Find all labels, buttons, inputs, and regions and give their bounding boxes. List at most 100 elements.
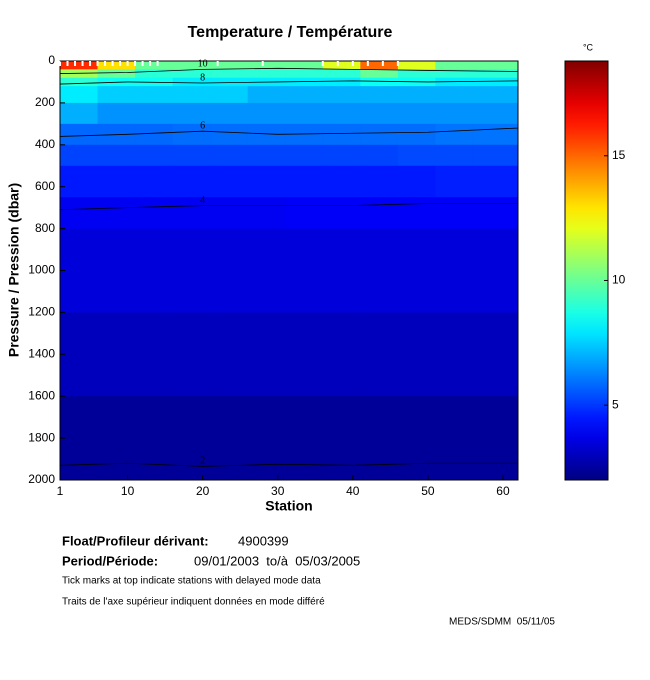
heat-cell <box>60 86 99 104</box>
heat-cell <box>397 144 436 167</box>
heat-cell <box>285 61 324 70</box>
heat-cell <box>60 69 99 79</box>
heat-cell <box>172 312 211 397</box>
heat-cell <box>322 77 361 87</box>
heat-cell <box>172 165 211 198</box>
heat-cell <box>210 69 249 79</box>
heat-cell <box>135 144 174 167</box>
heat-cell <box>210 102 249 125</box>
heat-cell <box>60 123 99 146</box>
heat-cell <box>360 123 399 146</box>
heat-cell <box>285 123 324 146</box>
heat-cell <box>172 61 211 70</box>
heat-cell <box>285 86 324 104</box>
heat-cell <box>247 69 286 79</box>
contour-label: 6 <box>200 120 205 131</box>
heat-cell <box>472 86 519 104</box>
heat-cell <box>285 312 324 397</box>
heat-cell <box>60 396 99 481</box>
heat-cell <box>472 197 519 230</box>
heat-cell <box>285 102 324 125</box>
heat-cell <box>210 77 249 87</box>
y-tick-label: 1000 <box>28 263 55 277</box>
contour-line <box>59 203 518 211</box>
heat-cell <box>472 312 519 397</box>
heat-cell <box>322 69 361 79</box>
heat-cell <box>97 165 136 198</box>
heat-cell <box>435 102 474 125</box>
heat-cell <box>247 123 286 146</box>
heat-cell <box>322 123 361 146</box>
heat-cell <box>135 312 174 397</box>
heat-cell <box>60 165 99 198</box>
heat-cell <box>397 77 436 87</box>
float-id: 4900399 <box>238 533 289 548</box>
heat-cell <box>435 61 474 70</box>
heat-cell <box>210 312 249 397</box>
heat-cell <box>435 123 474 146</box>
heat-cell <box>472 228 519 313</box>
heat-cell <box>210 165 249 198</box>
heat-cell <box>135 197 174 230</box>
heat-cell <box>435 396 474 481</box>
contour-label: 4 <box>200 195 205 206</box>
heat-cell <box>397 61 436 70</box>
heat-cell <box>60 144 99 167</box>
y-tick-label: 1200 <box>28 305 55 319</box>
heat-cell <box>172 86 211 104</box>
float-label: Float/Profileur dérivant: <box>62 533 209 548</box>
heat-cell <box>210 123 249 146</box>
y-tick-label: 200 <box>35 95 55 109</box>
y-tick-label: 0 <box>48 53 55 67</box>
chart-title: Temperature / Température <box>188 24 393 41</box>
heat-cell <box>285 396 324 481</box>
heat-cell <box>472 61 519 70</box>
note: Traits de l'axe supérieur indiquent donn… <box>62 597 325 608</box>
heat-cell <box>360 86 399 104</box>
contour-label: 10 <box>198 59 208 70</box>
heat-cell <box>360 312 399 397</box>
x-tick-label: 60 <box>496 484 510 498</box>
x-tick-label: 30 <box>271 484 285 498</box>
heat-cell <box>97 144 136 167</box>
colorbar <box>564 60 609 481</box>
contour-label: 2 <box>200 456 205 467</box>
heat-cell <box>247 102 286 125</box>
heat-cell <box>97 228 136 313</box>
period-label: Period/Période: <box>62 553 158 568</box>
heat-cell <box>435 77 474 87</box>
heat-cell <box>97 69 136 79</box>
colorbar-label: °C <box>583 42 594 52</box>
heat-cell <box>60 77 99 87</box>
heat-cell <box>97 396 136 481</box>
heat-cell <box>472 77 519 87</box>
x-tick-label: 20 <box>196 484 210 498</box>
heat-cell <box>472 144 519 167</box>
heat-cell <box>397 86 436 104</box>
y-axis-label: Pressure / Pression (dbar) <box>6 183 22 357</box>
heat-cell <box>97 61 136 70</box>
y-tick-label: 2000 <box>28 472 55 486</box>
heat-cell <box>210 61 249 70</box>
heat-cell <box>172 102 211 125</box>
colorbar-tick-label: 10 <box>612 273 626 287</box>
heat-cell <box>360 197 399 230</box>
heat-cell <box>97 312 136 397</box>
heat-cell <box>172 197 211 230</box>
heat-cell <box>472 123 519 146</box>
heat-cell <box>360 165 399 198</box>
period: 09/01/2003 to/à 05/03/2005 <box>194 553 360 568</box>
heat-cell <box>247 144 286 167</box>
heat-cell <box>322 312 361 397</box>
heat-cell <box>247 396 286 481</box>
heat-cell <box>360 61 399 70</box>
heat-cell <box>472 165 519 198</box>
heat-cell <box>435 165 474 198</box>
heat-cell <box>360 228 399 313</box>
heat-cell <box>435 197 474 230</box>
y-tick-label: 1800 <box>28 430 55 444</box>
heat-cell <box>172 77 211 87</box>
heat-cell <box>285 144 324 167</box>
heat-cell <box>210 228 249 313</box>
heat-cell <box>397 197 436 230</box>
